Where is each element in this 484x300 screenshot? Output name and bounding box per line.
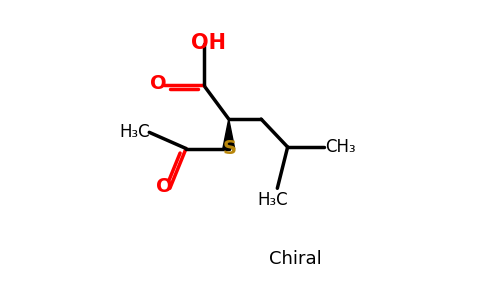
- Polygon shape: [223, 119, 235, 148]
- Text: O: O: [150, 74, 166, 93]
- Text: Chiral: Chiral: [269, 250, 321, 268]
- Text: S: S: [223, 139, 237, 158]
- Text: H₃C: H₃C: [257, 191, 288, 209]
- Text: CH₃: CH₃: [325, 138, 356, 156]
- Text: H₃C: H₃C: [120, 123, 151, 141]
- Text: OH: OH: [191, 32, 226, 52]
- Text: O: O: [156, 177, 173, 196]
